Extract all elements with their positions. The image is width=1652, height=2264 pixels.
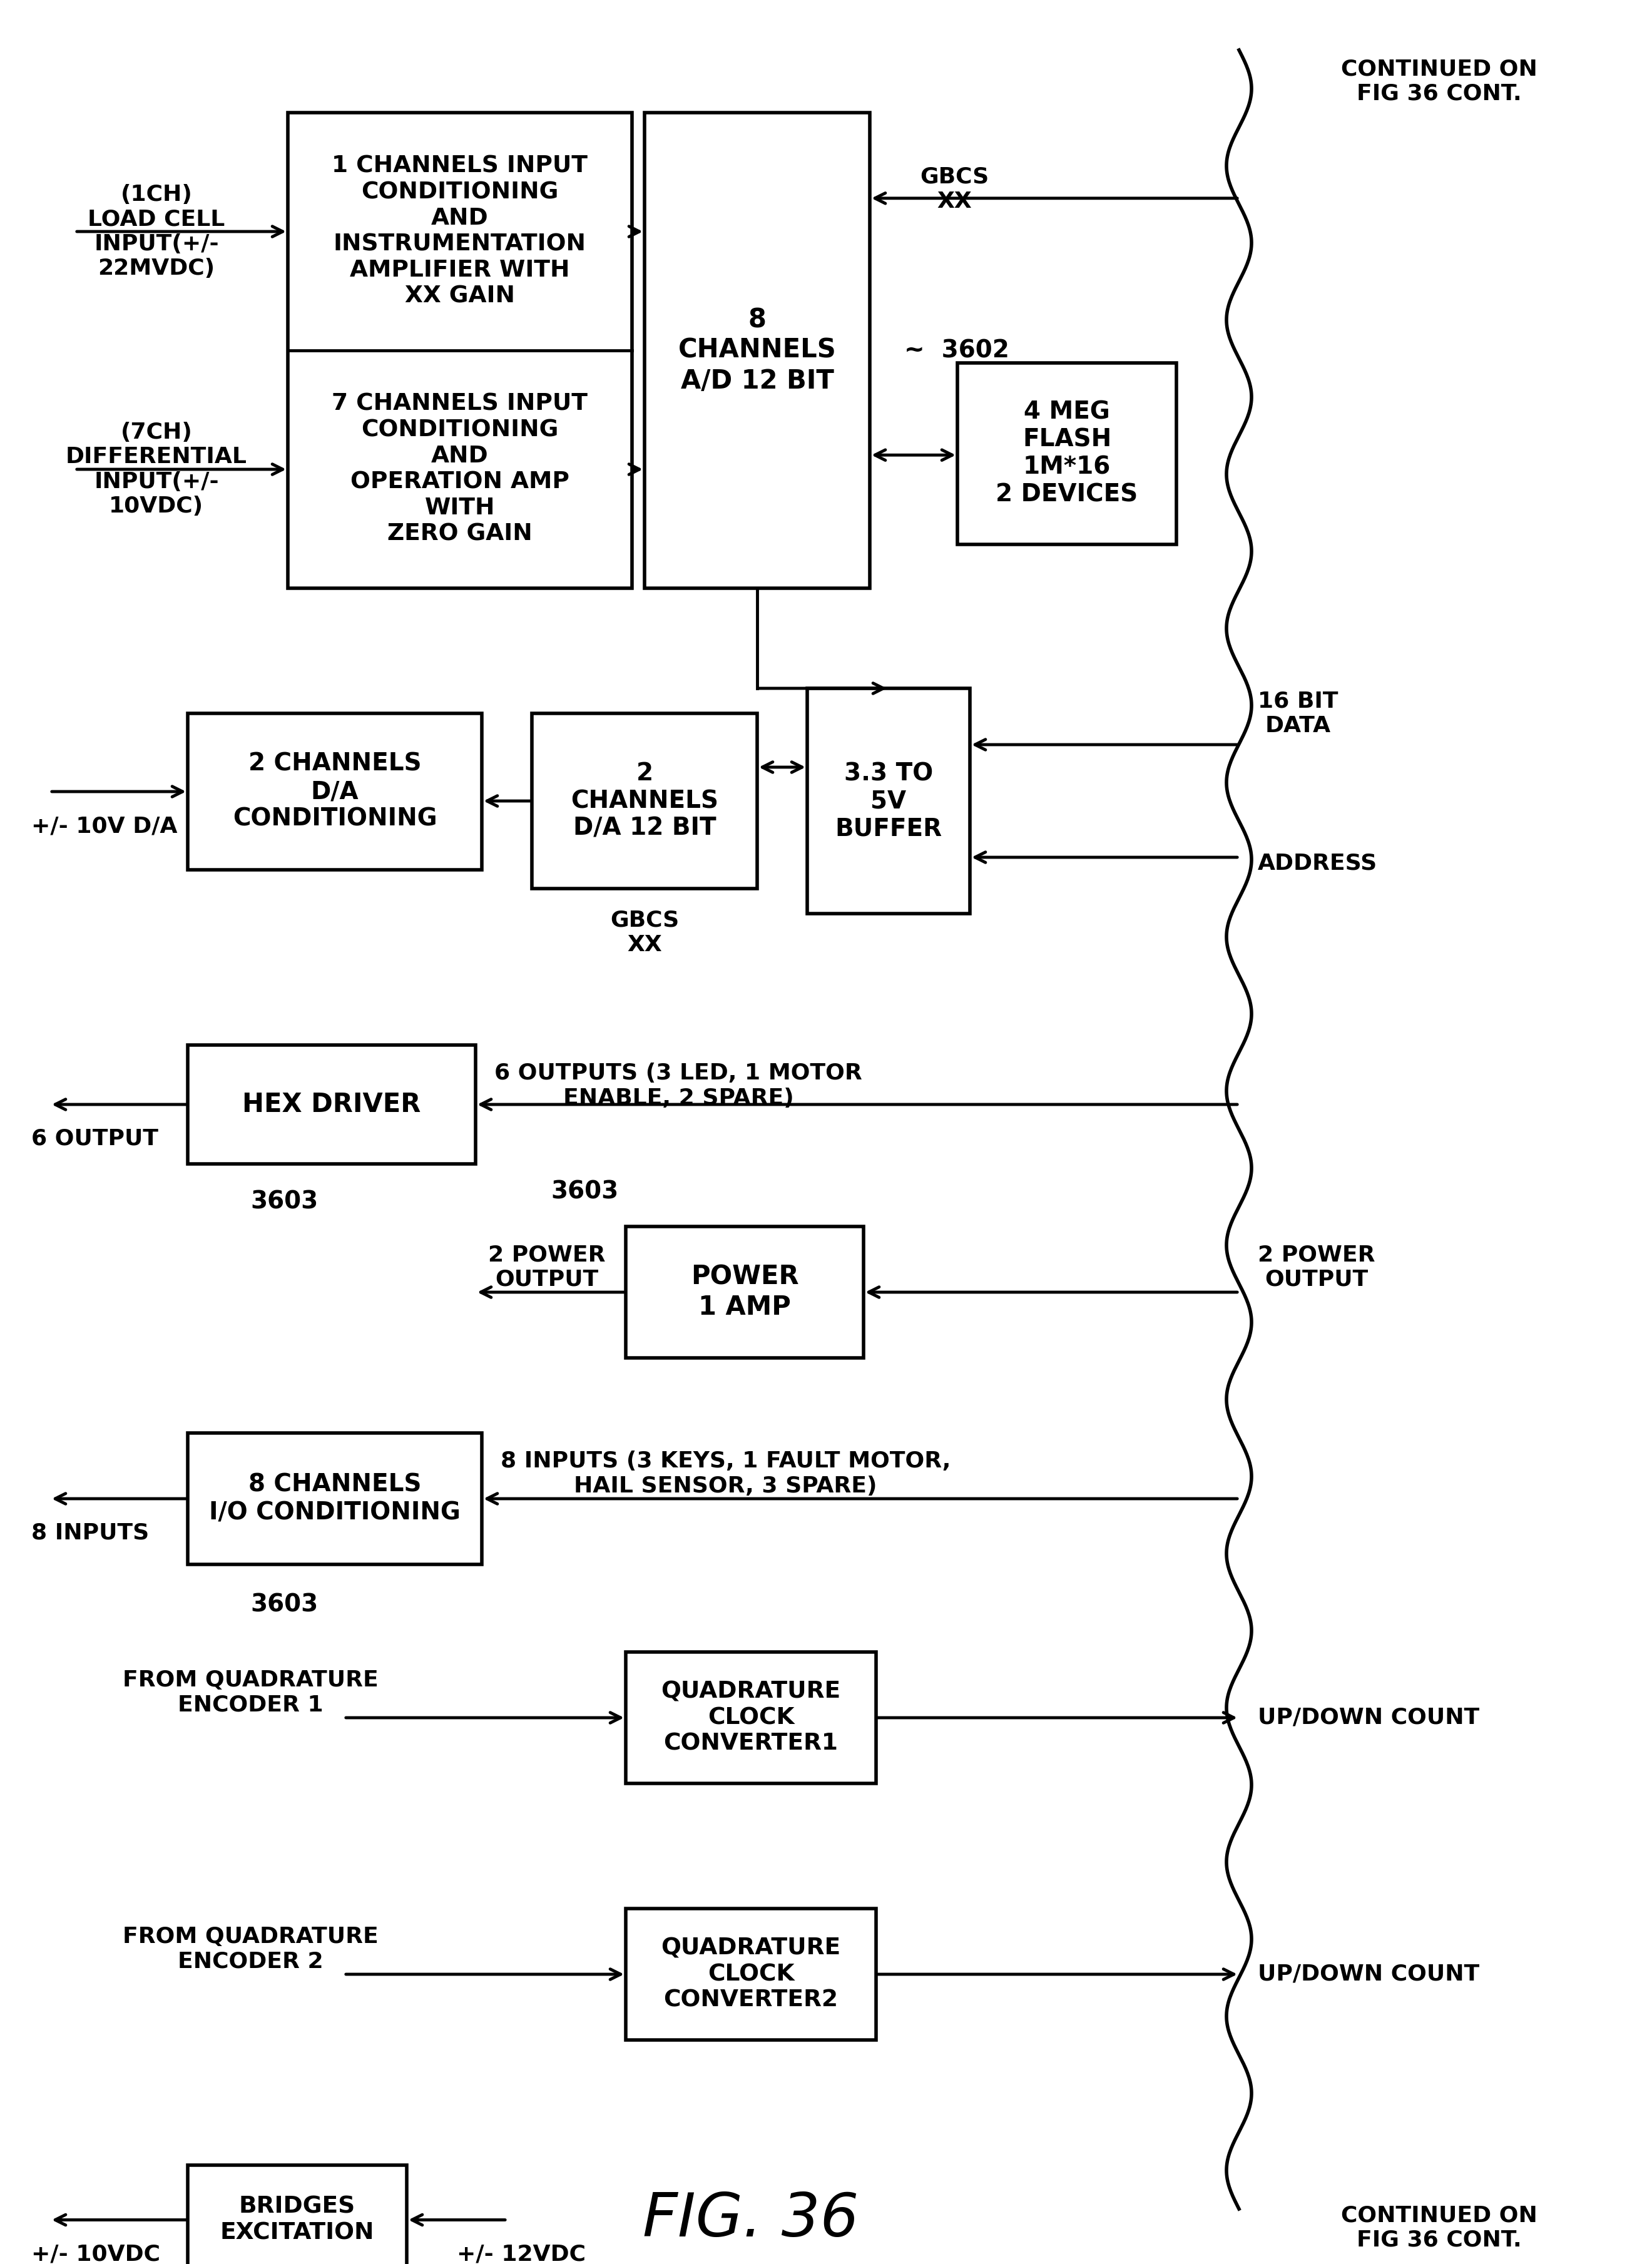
Bar bbox=[188, 713, 482, 869]
Text: GBCS
XX: GBCS XX bbox=[610, 910, 679, 955]
Text: 8
CHANNELS
A/D 12 BIT: 8 CHANNELS A/D 12 BIT bbox=[677, 308, 836, 394]
Text: 2 POWER
OUTPUT: 2 POWER OUTPUT bbox=[1257, 1245, 1374, 1290]
Text: HEX DRIVER: HEX DRIVER bbox=[243, 1091, 421, 1118]
Text: (7CH)
DIFFERENTIAL
INPUT(+/-
10VDC): (7CH) DIFFERENTIAL INPUT(+/- 10VDC) bbox=[66, 421, 248, 516]
Text: (1CH)
LOAD CELL
INPUT(+/-
22MVDC): (1CH) LOAD CELL INPUT(+/- 22MVDC) bbox=[88, 183, 225, 278]
Text: +/- 10VDC: +/- 10VDC bbox=[31, 2244, 160, 2264]
Text: +/- 10V D/A: +/- 10V D/A bbox=[31, 815, 177, 838]
Text: 2 POWER
OUTPUT: 2 POWER OUTPUT bbox=[487, 1245, 605, 1290]
Text: 2
CHANNELS
D/A 12 BIT: 2 CHANNELS D/A 12 BIT bbox=[570, 761, 719, 840]
Text: FROM QUADRATURE
ENCODER 2: FROM QUADRATURE ENCODER 2 bbox=[122, 1927, 378, 1972]
Text: ~  3602: ~ 3602 bbox=[904, 340, 1009, 362]
Text: ADDRESS: ADDRESS bbox=[1257, 854, 1378, 874]
Text: 3603: 3603 bbox=[550, 1180, 618, 1204]
Text: 8 INPUTS: 8 INPUTS bbox=[31, 1521, 149, 1544]
Bar bbox=[188, 1433, 482, 1564]
Text: +/- 12VDC: +/- 12VDC bbox=[458, 2244, 586, 2264]
Text: POWER
1 AMP: POWER 1 AMP bbox=[691, 1263, 798, 1320]
Bar bbox=[188, 1046, 476, 1164]
Text: QUADRATURE
CLOCK
CONVERTER1: QUADRATURE CLOCK CONVERTER1 bbox=[661, 1680, 841, 1755]
Bar bbox=[188, 2164, 406, 2264]
Text: 3603: 3603 bbox=[251, 1189, 319, 1214]
Text: GBCS
XX: GBCS XX bbox=[920, 165, 990, 213]
Text: 8 INPUTS (3 KEYS, 1 FAULT MOTOR,
HAIL SENSOR, 3 SPARE): 8 INPUTS (3 KEYS, 1 FAULT MOTOR, HAIL SE… bbox=[501, 1451, 952, 1497]
Bar bbox=[532, 713, 757, 887]
Text: CONTINUED ON
FIG 36 CONT.: CONTINUED ON FIG 36 CONT. bbox=[1341, 2205, 1538, 2250]
Text: BRIDGES
EXCITATION: BRIDGES EXCITATION bbox=[220, 2196, 375, 2244]
Text: FROM QUADRATURE
ENCODER 1: FROM QUADRATURE ENCODER 1 bbox=[122, 1671, 378, 1716]
Text: 2 CHANNELS
D/A
CONDITIONING: 2 CHANNELS D/A CONDITIONING bbox=[233, 752, 438, 831]
Text: 6 OUTPUT: 6 OUTPUT bbox=[31, 1127, 159, 1150]
Bar bbox=[958, 362, 1176, 543]
Text: UP/DOWN COUNT: UP/DOWN COUNT bbox=[1257, 1963, 1480, 1986]
Bar bbox=[808, 688, 970, 915]
Text: 4 MEG
FLASH
1M*16
2 DEVICES: 4 MEG FLASH 1M*16 2 DEVICES bbox=[996, 401, 1138, 507]
Bar bbox=[626, 1909, 876, 2040]
Text: UP/DOWN COUNT: UP/DOWN COUNT bbox=[1257, 1707, 1480, 1727]
Bar bbox=[644, 113, 871, 589]
Text: 6 OUTPUTS (3 LED, 1 MOTOR
ENABLE, 2 SPARE): 6 OUTPUTS (3 LED, 1 MOTOR ENABLE, 2 SPAR… bbox=[494, 1062, 862, 1109]
Text: QUADRATURE
CLOCK
CONVERTER2: QUADRATURE CLOCK CONVERTER2 bbox=[661, 1938, 841, 2013]
Text: 16 BIT
DATA: 16 BIT DATA bbox=[1257, 691, 1338, 736]
Bar bbox=[626, 1227, 864, 1358]
Text: 1 CHANNELS INPUT
CONDITIONING
AND
INSTRUMENTATION
AMPLIFIER WITH
XX GAIN: 1 CHANNELS INPUT CONDITIONING AND INSTRU… bbox=[332, 156, 588, 308]
Text: 3.3 TO
5V
BUFFER: 3.3 TO 5V BUFFER bbox=[834, 761, 942, 840]
Bar bbox=[626, 1653, 876, 1784]
Text: 8 CHANNELS
I/O CONDITIONING: 8 CHANNELS I/O CONDITIONING bbox=[210, 1474, 461, 1524]
Text: 3603: 3603 bbox=[251, 1594, 319, 1616]
Text: CONTINUED ON
FIG 36 CONT.: CONTINUED ON FIG 36 CONT. bbox=[1341, 59, 1538, 104]
Bar bbox=[287, 113, 633, 589]
Text: 7 CHANNELS INPUT
CONDITIONING
AND
OPERATION AMP
WITH
ZERO GAIN: 7 CHANNELS INPUT CONDITIONING AND OPERAT… bbox=[332, 394, 588, 546]
Text: FIG. 36: FIG. 36 bbox=[643, 2192, 859, 2248]
